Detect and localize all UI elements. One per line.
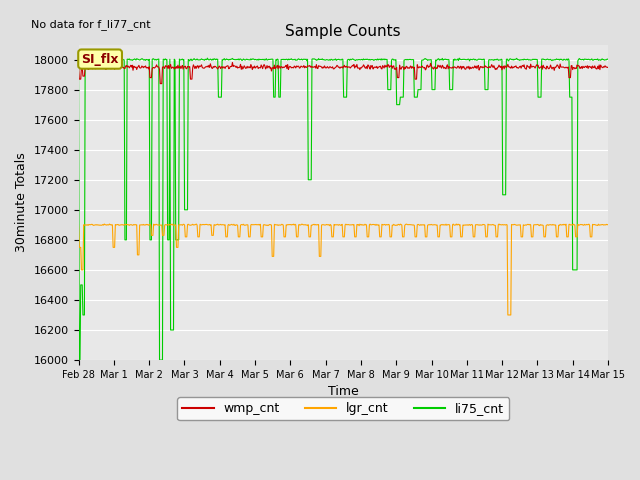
- X-axis label: Time: Time: [328, 385, 358, 398]
- Text: No data for f_li77_cnt: No data for f_li77_cnt: [31, 19, 150, 30]
- Title: Sample Counts: Sample Counts: [285, 24, 401, 39]
- Text: SI_flx: SI_flx: [81, 53, 119, 66]
- Y-axis label: 30minute Totals: 30minute Totals: [15, 153, 28, 252]
- Legend: wmp_cnt, lgr_cnt, li75_cnt: wmp_cnt, lgr_cnt, li75_cnt: [177, 397, 509, 420]
